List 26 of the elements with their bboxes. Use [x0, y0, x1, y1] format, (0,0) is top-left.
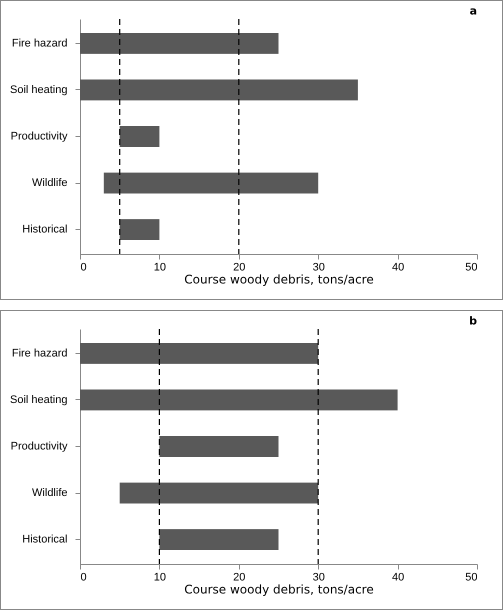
x-axis-title: Course woody debris, tons/acre [184, 272, 374, 286]
y-tick-label: Historical [22, 534, 68, 546]
y-tick-label: Wildlife [32, 177, 68, 190]
x-tick-label: 50 [465, 262, 478, 274]
x-axis-title: Course woody debris, tons/acre [184, 582, 374, 596]
y-tick-label: Historical [22, 224, 68, 236]
x-tick-label: 30 [312, 262, 325, 274]
chart-title: b [469, 314, 478, 328]
y-tick-label: Fire hazard [12, 347, 68, 360]
y-tick-label: Productivity [10, 440, 68, 452]
chart-title: a [470, 4, 477, 18]
x-tick-label: 0 [80, 262, 87, 274]
x-tick-label: 50 [465, 572, 478, 584]
x-tick-label: 40 [392, 262, 404, 274]
x-tick-label: 20 [233, 572, 246, 584]
y-tick-label: Soil heating [10, 394, 68, 406]
x-tick-label: 0 [80, 572, 87, 584]
x-tick-label: 10 [154, 262, 166, 274]
x-tick-label: 40 [392, 572, 404, 584]
y-tick-label: Soil heating [10, 84, 68, 96]
x-tick-label: 20 [233, 262, 246, 274]
y-tick-label: Wildlife [32, 487, 68, 500]
y-tick-label: Productivity [10, 130, 68, 142]
x-tick-label: 30 [312, 572, 325, 584]
y-tick-label: Fire hazard [12, 37, 68, 50]
x-tick-label: 10 [154, 572, 166, 584]
